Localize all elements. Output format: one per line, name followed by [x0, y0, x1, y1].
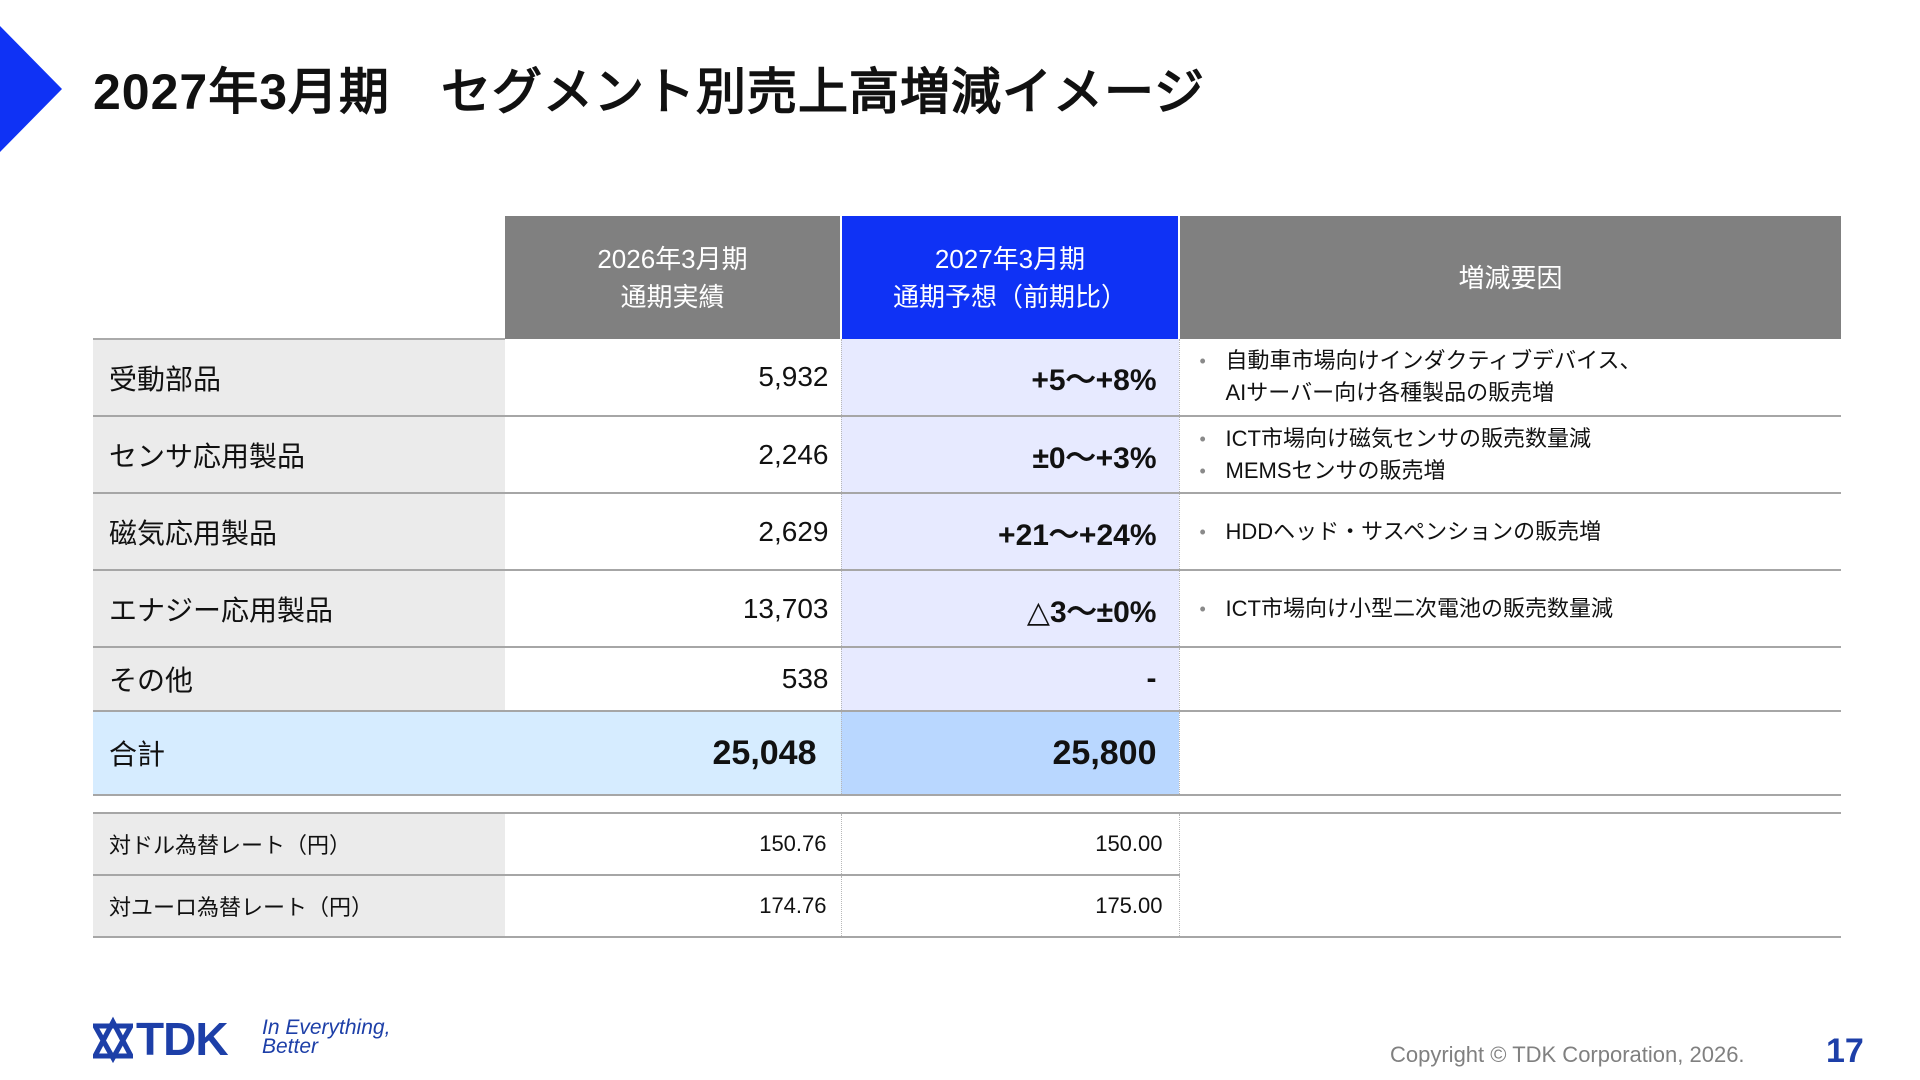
segment-label: エナジー応用製品: [93, 570, 505, 648]
header-blank-cell: [93, 216, 505, 340]
reason-item: MEMSセンサの販売増: [1200, 455, 1842, 487]
header-actual-line1: 2026年3月期: [597, 243, 748, 274]
spacer-cell: [93, 795, 1841, 814]
spacer-row: [93, 795, 1841, 814]
table-row: センサ応用製品 2,246 ±0〜+3% ICT市場向け磁気センサの販売数量減 …: [93, 416, 1842, 494]
reason-cell: 自動車市場向けインダクティブデバイス、 AIサーバー向け各種製品の販売増: [1178, 339, 1842, 417]
segment-label: その他: [93, 647, 505, 712]
segment-label: 受動部品: [93, 339, 505, 417]
table-header-row: 2026年3月期 通期実績 2027年3月期 通期予想（前期比） 増減要因: [93, 216, 1841, 340]
total-label: 合計: [93, 711, 505, 796]
tagline-line2: Better: [262, 1035, 319, 1058]
reason-item: 自動車市場向けインダクティブデバイス、: [1200, 345, 1842, 377]
segment-sales-table: 2026年3月期 通期実績 2027年3月期 通期予想（前期比） 増減要因 受動…: [93, 216, 1841, 938]
forecast-value: -: [841, 647, 1179, 712]
segment-label: センサ応用製品: [93, 416, 505, 494]
total-forecast-value: 25,800: [841, 711, 1179, 796]
actual-value: 2,246: [505, 416, 842, 494]
forecast-value: ±0〜+3%: [841, 416, 1179, 494]
fx-forecast-value: 150.00: [841, 813, 1180, 876]
total-actual-value: 25,048: [505, 711, 842, 796]
header-forecast: 2027年3月期 通期予想（前期比）: [840, 216, 1180, 339]
page-title: 2027年3月期 セグメント別売上高増減イメージ: [93, 64, 1206, 120]
table-row: 磁気応用製品 2,629 +21〜+24% HDDヘッド・サスペンションの販売増: [93, 493, 1842, 571]
copyright: Copyright © TDK Corporation, 2026.: [1390, 1042, 1745, 1067]
fx-label: 対ユーロ為替レート（円）: [93, 875, 505, 938]
actual-value: 13,703: [505, 570, 842, 648]
reason-item-continuation: AIサーバー向け各種製品の販売増: [1225, 380, 1555, 405]
segment-label: 磁気応用製品: [93, 493, 505, 571]
total-row: 合計 25,048 25,800: [93, 711, 1841, 796]
fx-blank-cell: [1178, 813, 1841, 938]
actual-value: 5,932: [505, 339, 842, 417]
reason-item: ICT市場向け小型二次電池の販売数量減: [1200, 593, 1842, 625]
reason-cell: ICT市場向け磁気センサの販売数量減 MEMSセンサの販売増: [1178, 416, 1842, 494]
fx-forecast-value: 175.00: [841, 875, 1180, 938]
reason-cell: HDDヘッド・サスペンションの販売増: [1178, 493, 1842, 571]
table-row: 受動部品 5,932 +5〜+8% 自動車市場向けインダクティブデバイス、 AI…: [93, 339, 1842, 417]
reason-item: ICT市場向け磁気センサの販売数量減: [1200, 423, 1842, 455]
tdk-logo: TDK: [136, 1013, 229, 1065]
header-forecast-line1: 2027年3月期: [934, 243, 1086, 274]
title-chevron-icon: [0, 26, 62, 152]
table-row: その他 538 -: [93, 647, 1841, 712]
header-actual-line2: 通期実績: [620, 281, 725, 312]
tagline: In Everything, Better: [262, 1016, 391, 1058]
fx-actual-value: 150.76: [505, 813, 842, 876]
fx-label: 対ドル為替レート（円）: [93, 813, 505, 876]
forecast-value: +21〜+24%: [841, 493, 1179, 571]
reason-cell: [1178, 647, 1841, 712]
header-reasons: 増減要因: [1179, 216, 1841, 339]
tagline-line1: In Everything,: [262, 1016, 391, 1039]
header-forecast-line2: 通期予想（前期比）: [892, 281, 1127, 312]
tdk-emblem-icon: [93, 1016, 133, 1064]
forecast-value: △3〜±0%: [841, 570, 1179, 648]
fx-row-eur: 対ユーロ為替レート（円） 174.76 175.00: [93, 875, 1841, 938]
forecast-value: +5〜+8%: [841, 339, 1179, 417]
table-row: エナジー応用製品 13,703 △3〜±0% ICT市場向け小型二次電池の販売数…: [93, 570, 1842, 648]
total-reason-cell: [1178, 711, 1841, 796]
actual-value: 2,629: [505, 493, 842, 571]
reason-cell: ICT市場向け小型二次電池の販売数量減: [1178, 570, 1842, 648]
fx-actual-value: 174.76: [505, 875, 842, 938]
fx-row-usd: 対ドル為替レート（円） 150.76 150.00: [93, 813, 1841, 938]
reason-item: HDDヘッド・サスペンションの販売増: [1200, 516, 1842, 548]
page-number: 17: [1826, 1032, 1864, 1070]
header-actual: 2026年3月期 通期実績: [505, 216, 841, 339]
actual-value: 538: [505, 647, 842, 712]
